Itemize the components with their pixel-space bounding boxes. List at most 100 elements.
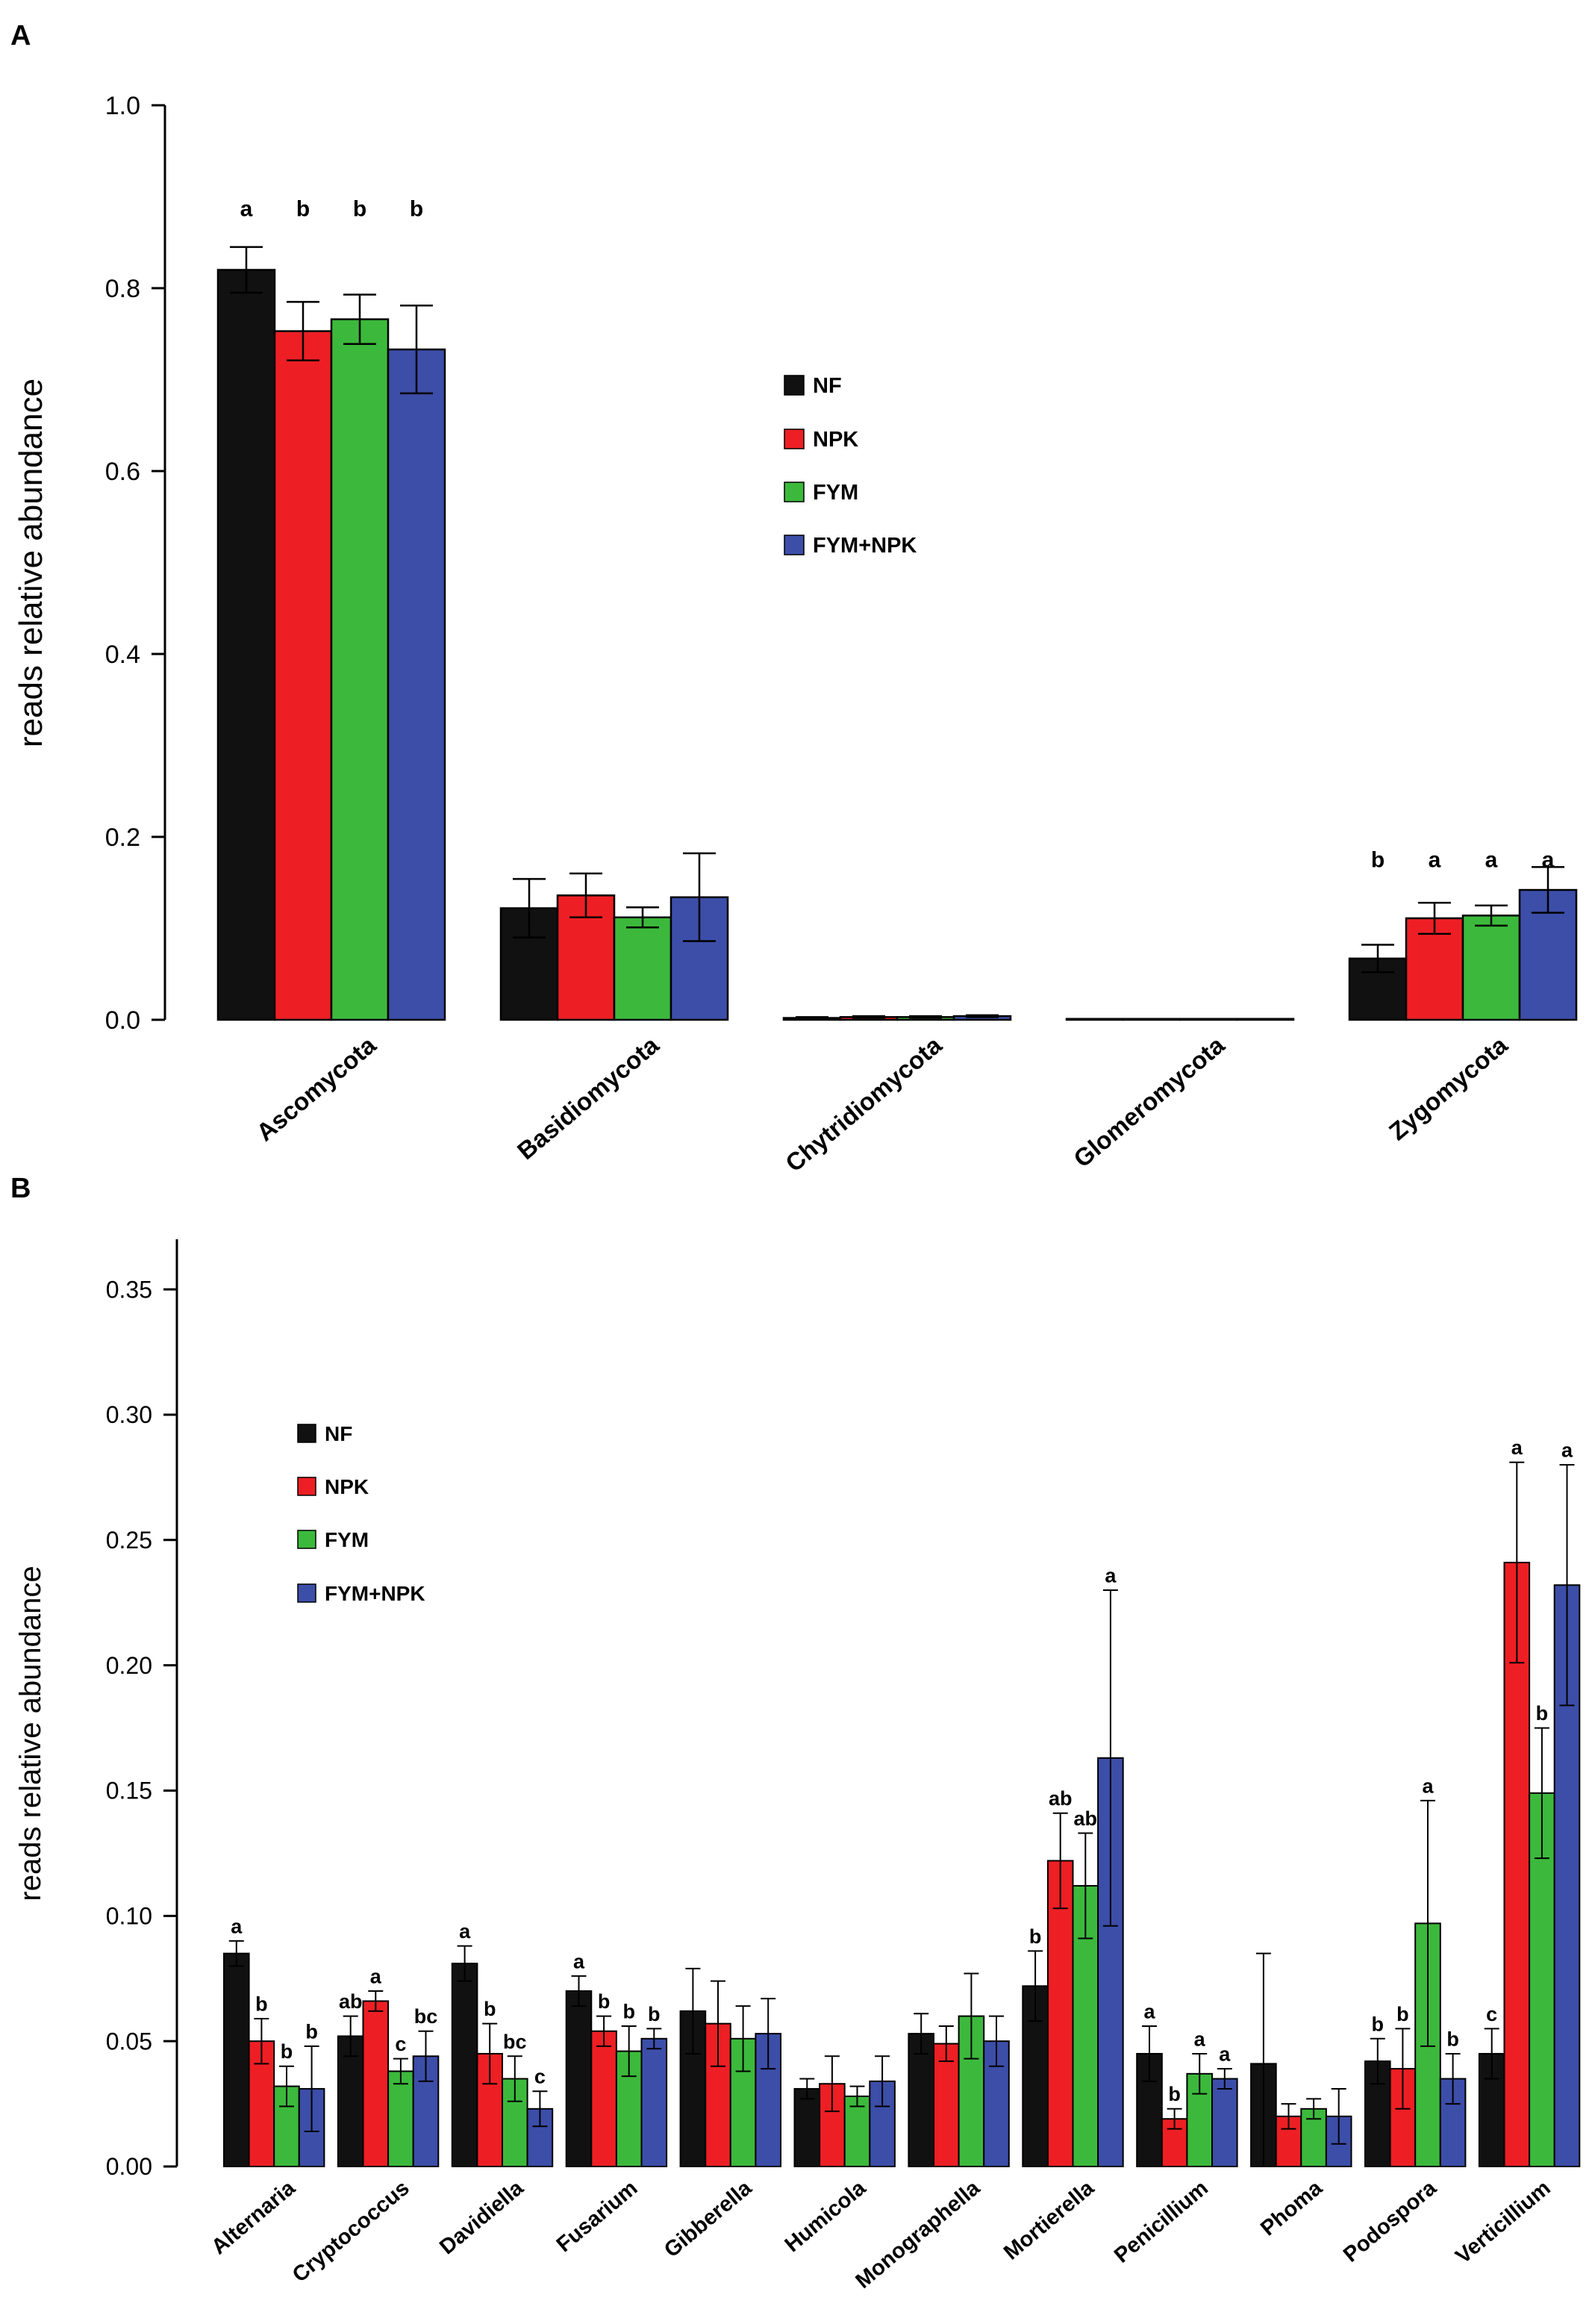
significance-letter-verticillium-fym: b xyxy=(1536,1702,1549,1725)
error-bar-verticillium-npk xyxy=(1509,1461,1525,1664)
y-tick-label: 0.35 xyxy=(106,1276,152,1303)
y-tick-label: 0.10 xyxy=(106,1903,152,1930)
error-bar-davidiella-npk xyxy=(482,2022,498,2085)
panel-a-label: A xyxy=(10,20,31,52)
bar-cryptococcus-npk xyxy=(362,2000,390,2168)
error-bar-cryptococcus-fym xyxy=(393,2057,408,2085)
significance-letter-davidiella-fym-npk: c xyxy=(534,2066,546,2088)
error-bar-monographella-nf xyxy=(914,2013,929,2054)
error-bar-basidiomycota-nf xyxy=(513,878,546,938)
bar-humicola-nf xyxy=(793,2087,821,2167)
error-bar-gibberella-npk xyxy=(711,1980,725,2067)
error-bar-mortierella-npk xyxy=(1052,1812,1068,1910)
error-bar-davidiella-fym xyxy=(507,2055,522,2102)
error-bar-gibberella-nf xyxy=(685,1967,701,2054)
significance-letter-ascomycota-nf: a xyxy=(240,197,253,222)
error-bar-alternaria-nf xyxy=(228,1940,244,1967)
error-bar-gibberella-fym xyxy=(735,2005,751,2072)
y-tick-label: 0.30 xyxy=(106,1401,152,1428)
error-bar-chytridiomycota-fym xyxy=(909,1015,942,1019)
y-tick-label: 0.15 xyxy=(106,1778,152,1804)
legend: NF NPK FYM FYM+NPK xyxy=(784,374,917,558)
error-bar-mortierella-fym-npk xyxy=(1102,1589,1118,1927)
error-bar-humicola-nf xyxy=(799,2078,815,2100)
y-tick-label: 0.20 xyxy=(106,1652,152,1679)
y-tick-label: 0.6 xyxy=(105,458,140,486)
error-bar-basidiomycota-fym-npk xyxy=(683,852,716,942)
significance-letter-fusarium-npk: b xyxy=(598,1990,611,2013)
y-axis-title: reads relative abundance xyxy=(14,1566,47,1901)
error-bar-penicillium-fym xyxy=(1192,2052,1208,2095)
error-bar-alternaria-npk xyxy=(254,2017,269,2065)
error-bar-mortierella-nf xyxy=(1028,1950,1043,2022)
error-bar-basidiomycota-npk xyxy=(569,872,602,919)
error-bar-alternaria-fym-npk xyxy=(304,2045,319,2133)
significance-letter-zygomycota-npk: a xyxy=(1429,848,1441,873)
significance-letter-ascomycota-fym-npk: b xyxy=(410,197,423,222)
panel-b-label: B xyxy=(10,1173,31,1204)
error-bar-zygomycota-fym xyxy=(1475,904,1508,927)
error-bar-podospora-fym-npk xyxy=(1445,2052,1461,2105)
significance-letter-fusarium-fym-npk: b xyxy=(648,2003,661,2025)
significance-letter-alternaria-fym-npk: b xyxy=(305,2020,318,2043)
legend-swatch-fym xyxy=(297,1530,316,1549)
bar-ascomycota-fym-npk xyxy=(387,348,446,1021)
y-tick-label: 0.25 xyxy=(106,1527,152,1554)
significance-letter-verticillium-fym-npk: a xyxy=(1561,1439,1573,1462)
significance-letter-cryptococcus-nf: ab xyxy=(339,1990,363,2013)
y-tick-label: 0.05 xyxy=(106,2028,152,2054)
error-bar-ascomycota-npk xyxy=(287,301,319,362)
y-axis-title: reads relative abundance xyxy=(13,378,49,747)
legend-label-npk: NPK xyxy=(813,428,858,452)
error-bar-verticillium-fym xyxy=(1534,1727,1549,1860)
error-bar-ascomycota-fym-npk xyxy=(400,305,433,395)
significance-letter-cryptococcus-fym-npk: bc xyxy=(414,2005,438,2028)
significance-letter-davidiella-npk: b xyxy=(484,1998,496,2020)
bar-glomeromycota-fym xyxy=(1179,1018,1238,1021)
legend-swatch-fym xyxy=(784,482,805,502)
error-bar-chytridiomycota-nf xyxy=(796,1016,828,1021)
bar-alternaria-nf xyxy=(223,1952,250,2168)
error-bar-zygomycota-nf xyxy=(1361,944,1394,973)
bar-fusarium-fym-npk xyxy=(640,2037,668,2168)
significance-letter-podospora-fym-npk: b xyxy=(1446,2028,1459,2050)
significance-letter-davidiella-nf: a xyxy=(459,1920,471,1943)
error-bar-cryptococcus-nf xyxy=(343,2015,358,2057)
error-bar-ascomycota-fym xyxy=(343,293,376,345)
error-bar-phoma-fym xyxy=(1306,2098,1322,2120)
error-bar-fusarium-fym-npk xyxy=(646,2028,662,2050)
y-tick-label: 0.0 xyxy=(105,1006,140,1035)
significance-letter-mortierella-npk: ab xyxy=(1049,1787,1073,1810)
error-bar-fusarium-npk xyxy=(596,2015,612,2047)
error-bar-penicillium-nf xyxy=(1142,2025,1157,2082)
error-bar-chytridiomycota-fym-npk xyxy=(966,1014,999,1018)
bar-glomeromycota-npk xyxy=(1122,1018,1181,1021)
significance-letter-mortierella-fym: ab xyxy=(1074,1807,1098,1830)
bar-cryptococcus-nf xyxy=(337,2035,364,2168)
legend-label-fym-npk: FYM+NPK xyxy=(325,1582,425,1605)
error-bar-cryptococcus-fym-npk xyxy=(418,2030,434,2082)
significance-letter-davidiella-fym: bc xyxy=(503,2031,527,2053)
significance-letter-zygomycota-nf: b xyxy=(1371,848,1385,873)
error-bar-penicillium-npk xyxy=(1167,2108,1182,2130)
significance-letter-penicillium-fym-npk: a xyxy=(1219,2043,1231,2066)
error-bar-humicola-fym xyxy=(849,2085,865,2108)
bar-fusarium-nf xyxy=(565,1990,593,2168)
legend-swatch-nf xyxy=(297,1424,316,1443)
significance-letter-ascomycota-fym: b xyxy=(353,197,366,222)
bar-penicillium-fym-npk xyxy=(1211,2078,1238,2167)
legend-label-fym: FYM xyxy=(325,1528,369,1551)
significance-letter-penicillium-nf: a xyxy=(1143,2000,1155,2022)
bar-zygomycota-fym xyxy=(1461,915,1521,1021)
error-bar-basidiomycota-fym xyxy=(626,906,659,929)
significance-letter-cryptococcus-fym: c xyxy=(395,2033,406,2055)
y-tick-label: 0.8 xyxy=(105,275,140,303)
error-bar-zygomycota-npk xyxy=(1418,901,1451,935)
error-bar-ascomycota-nf xyxy=(230,246,263,294)
error-bar-humicola-fym-npk xyxy=(875,2055,890,2108)
y-tick-label: 1.0 xyxy=(105,92,140,120)
bar-cryptococcus-fym xyxy=(387,2070,414,2168)
bar-ascomycota-npk xyxy=(273,330,333,1021)
bar-fusarium-npk xyxy=(590,2030,617,2167)
